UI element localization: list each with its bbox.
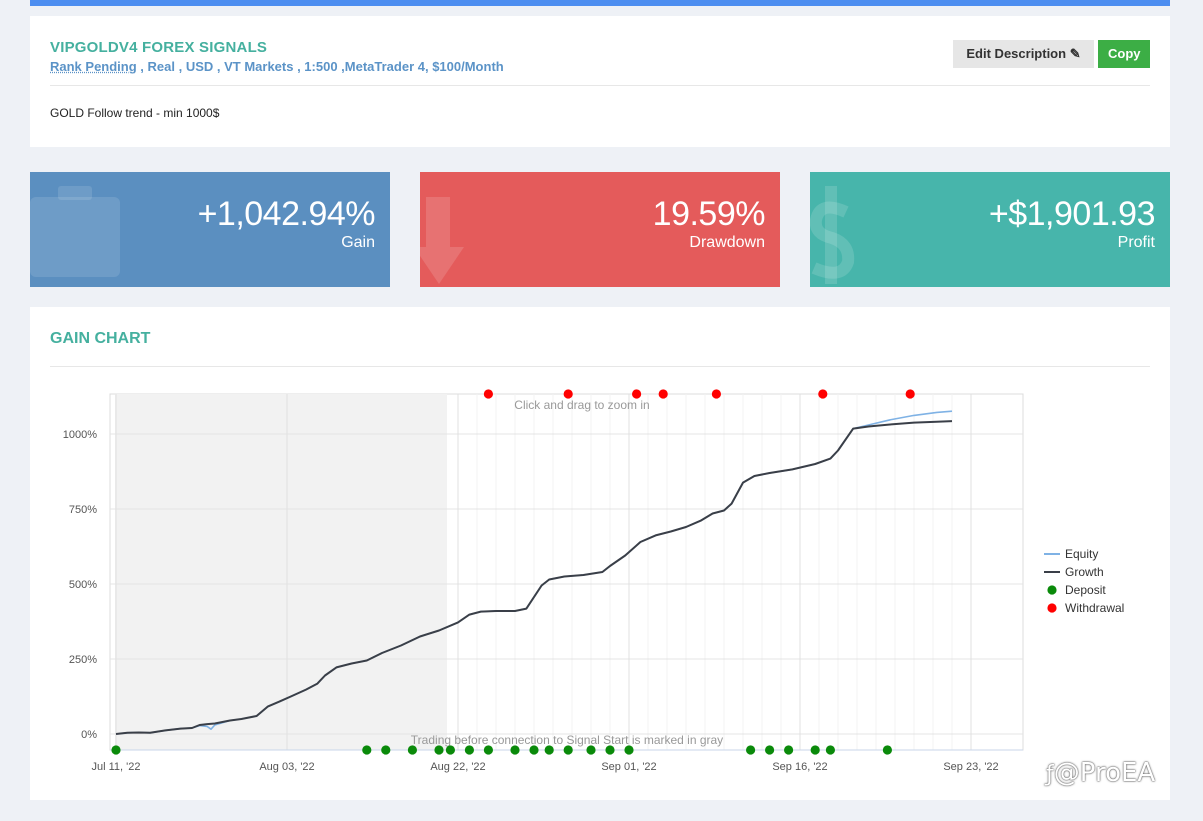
deposit-point	[784, 745, 794, 755]
x-tick-label: Sep 16, '22	[772, 761, 827, 773]
y-tick-label: 0%	[81, 729, 97, 741]
drawdown-value: 19.59%	[652, 195, 766, 233]
deposit-point	[362, 745, 372, 755]
chart-title: GAIN CHART	[50, 330, 151, 347]
deposit-point	[825, 745, 836, 755]
watermark: ƒ@ProEA	[1046, 758, 1155, 788]
y-tick-label: 500%	[69, 579, 97, 591]
gain-label: Gain	[341, 234, 375, 251]
withdrawal-point	[905, 389, 915, 399]
edit-icon: ✎	[1069, 46, 1081, 61]
x-tick-label: Aug 22, '22	[430, 761, 485, 773]
y-tick-label: 750%	[69, 504, 97, 516]
profit-label: Profit	[1117, 234, 1155, 251]
gain-chart-card: GAIN CHART 0% 250% 500% 750% 1000% Jul 11, '2…	[30, 307, 1170, 800]
deposit-point	[765, 745, 775, 755]
zoom-hint: Click and drag to zoom in	[514, 398, 649, 412]
deposit-point	[464, 745, 474, 755]
deposit-point	[407, 745, 417, 755]
signal-info-card: VIPGOLDV4 FOREX SIGNALS Rank Pending , R…	[30, 16, 1170, 147]
deposit-point	[624, 745, 634, 755]
profit-stat-card: +$1,901.93 Profit	[810, 172, 1170, 287]
x-tick-label: Sep 23, '22	[943, 761, 998, 773]
deposit-point	[434, 745, 444, 755]
gain-stat-card: +1,042.94% Gain	[30, 172, 390, 287]
signal-title: VIPGOLDV4 FOREX SIGNALS	[50, 39, 268, 56]
edit-description-button[interactable]: Edit Description ✎	[953, 40, 1094, 68]
gain-value: +1,042.94%	[197, 195, 376, 233]
deposit-point	[381, 745, 391, 755]
legend-label: Deposit	[1065, 583, 1106, 597]
deposit-point	[586, 745, 596, 755]
deposit-point	[563, 745, 573, 755]
deposit-point	[882, 745, 893, 755]
gray-region-note: Trading before connection to Signal Star…	[411, 733, 723, 747]
legend-label: Growth	[1065, 565, 1104, 579]
x-tick-label: Aug 03, '22	[259, 761, 314, 773]
watermark-logo-icon: ƒ	[1046, 762, 1054, 787]
legend-label: Withdrawal	[1065, 601, 1124, 615]
deposit-point	[445, 745, 455, 755]
legend-swatch	[1047, 603, 1057, 613]
deposit-point	[544, 745, 554, 755]
pre-connection-region	[115, 394, 447, 750]
deposit-point	[529, 745, 539, 755]
x-tick-label: Sep 01, '22	[601, 761, 656, 773]
withdrawal-point	[711, 389, 722, 399]
deposit-point	[810, 745, 820, 755]
withdrawal-point	[658, 389, 668, 399]
drawdown-label: Drawdown	[689, 234, 765, 251]
signal-details: , Real , USD , VT Markets , 1:500 ,MetaT…	[136, 59, 504, 74]
copy-button[interactable]: Copy	[1098, 40, 1150, 68]
deposit-point	[510, 745, 520, 755]
dollar-icon	[810, 186, 855, 284]
y-tick-label: 1000%	[63, 429, 97, 441]
withdrawal-point	[632, 389, 642, 399]
edit-description-label: Edit Description	[966, 46, 1067, 61]
growth-line	[115, 420, 953, 735]
gain-chart[interactable]: 0% 250% 500% 750% 1000% Jul 11, '22 Aug 03, '2…	[30, 307, 1170, 800]
withdrawal-point	[563, 389, 573, 399]
briefcase-icon	[30, 186, 120, 277]
deposit-point	[746, 745, 756, 755]
rank-link[interactable]: Rank Pending	[50, 59, 137, 74]
watermark-text: @ProEA	[1053, 758, 1156, 788]
divider	[50, 366, 1150, 367]
deposit-point	[483, 745, 493, 755]
legend-label: Equity	[1065, 547, 1098, 561]
top-accent-bar	[30, 0, 1170, 6]
legend-swatch	[1047, 585, 1057, 595]
signal-subtitle: Rank Pending , Real , USD , VT Markets ,…	[50, 59, 504, 74]
arrow-down-icon	[420, 197, 464, 284]
withdrawal-point	[818, 389, 828, 399]
x-tick-label: Jul 11, '22	[92, 761, 141, 773]
drawdown-stat-card: 19.59% Drawdown	[420, 172, 780, 287]
deposit-point	[111, 745, 121, 755]
deposit-point	[605, 745, 615, 755]
signal-description: GOLD Follow trend - min 1000$	[50, 106, 220, 120]
divider	[50, 85, 1150, 86]
withdrawal-point	[483, 389, 493, 399]
profit-value: +$1,901.93	[988, 195, 1156, 233]
y-tick-label: 250%	[69, 654, 97, 666]
